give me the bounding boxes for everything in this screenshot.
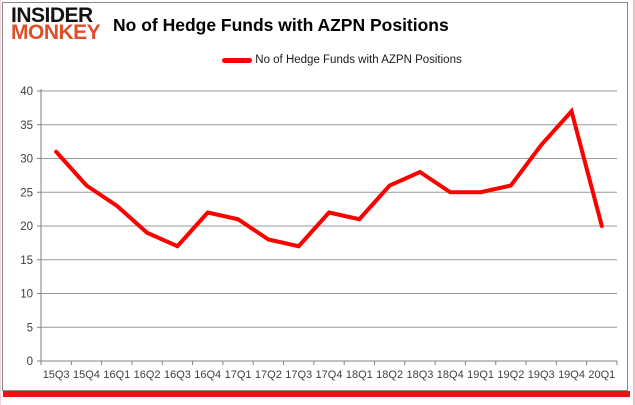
- x-tick-label: 19Q4: [558, 369, 585, 381]
- y-tick-label: 40: [20, 86, 33, 98]
- y-tick-label: 30: [20, 154, 33, 166]
- x-tick-label: 18Q4: [437, 369, 464, 381]
- x-tick-label: 16Q2: [134, 369, 161, 381]
- x-tick-label: 19Q2: [497, 369, 524, 381]
- insider-monkey-logo: INSIDER MONKEY: [11, 4, 101, 44]
- bottom-red-bar: [3, 391, 630, 397]
- y-tick-label: 10: [20, 289, 33, 301]
- x-tick-label: 17Q1: [225, 369, 252, 381]
- x-tick-label: 19Q1: [467, 369, 494, 381]
- series-line: [54, 107, 604, 249]
- x-tick-label: 17Q3: [285, 369, 312, 381]
- y-tick-label: 20: [20, 221, 33, 233]
- x-tick-label: 17Q2: [255, 369, 282, 381]
- y-tick-label: 25: [20, 187, 33, 199]
- y-tick-label: 15: [20, 255, 33, 267]
- y-tick-label: 0: [27, 356, 33, 368]
- y-tick-label: 5: [27, 322, 33, 334]
- x-tick-label: 18Q3: [406, 369, 433, 381]
- chart-title: No of Hedge Funds with AZPN Positions: [113, 15, 449, 35]
- legend-line-swatch: [222, 57, 253, 63]
- x-tick-label: 15Q4: [73, 369, 100, 381]
- legend-label: No of Hedge Funds with AZPN Positions: [255, 54, 462, 66]
- logo-line1: INSIDER: [11, 4, 93, 27]
- x-tick-label: 17Q4: [316, 369, 343, 381]
- x-tick-label: 18Q1: [346, 369, 373, 381]
- x-tick-label: 16Q4: [194, 369, 221, 381]
- legend: No of Hedge Funds with AZPN Positions: [26, 54, 633, 66]
- x-tick-label: 20Q1: [588, 369, 615, 381]
- x-tick-label: 16Q1: [103, 369, 130, 381]
- logo-line2: MONKEY: [11, 21, 101, 44]
- y-tick-label: 35: [20, 120, 33, 132]
- x-tick-label: 19Q3: [528, 369, 555, 381]
- x-tick-label: 15Q3: [43, 369, 70, 381]
- x-tick-label: 18Q2: [376, 369, 403, 381]
- x-tick-label: 16Q3: [164, 369, 191, 381]
